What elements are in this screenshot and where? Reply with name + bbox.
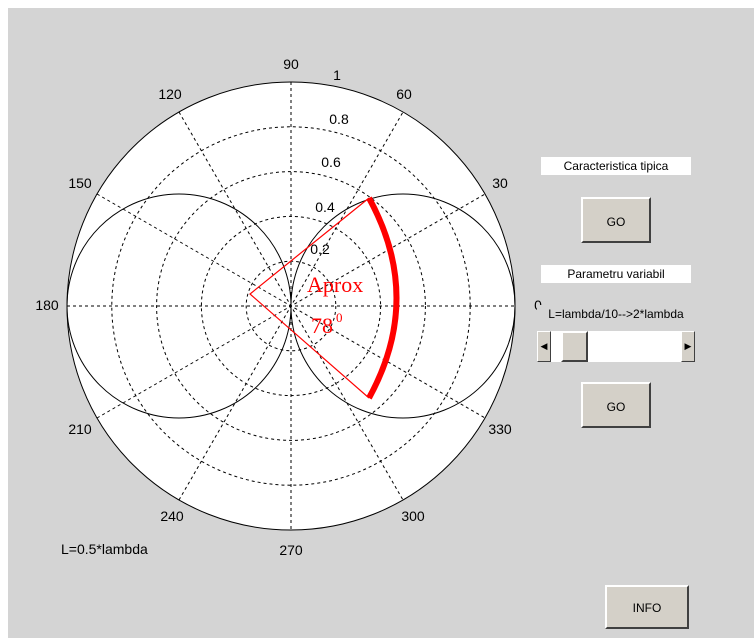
angle-label-330: 330 <box>488 421 512 437</box>
go-variable-button[interactable]: GO <box>581 382 651 428</box>
slider-left-arrow-icon[interactable]: ◀ <box>537 331 551 362</box>
variable-parameter-label: Parametru variabil <box>541 265 691 283</box>
info-button[interactable]: INFO <box>605 585 689 629</box>
angle-label-300: 300 <box>401 508 425 524</box>
radial-label-0.2: 0.2 <box>310 241 330 257</box>
radial-label-0.4: 0.4 <box>315 199 335 215</box>
slider-right-arrow-icon[interactable]: ▶ <box>681 331 695 362</box>
angle-label-90: 90 <box>283 56 299 72</box>
angle-label-120: 120 <box>158 86 182 102</box>
angle-label-210: 210 <box>68 421 92 437</box>
angle-label-270: 270 <box>279 542 303 558</box>
radiation-pattern <box>66 193 516 419</box>
parameter-slider[interactable]: ◀ ▶ <box>537 331 695 362</box>
typical-characteristic-label: Caracteristica tipica <box>541 157 691 175</box>
range-label: L=lambda/10-->2*lambda <box>537 305 695 323</box>
annotation-degree-sup: 0 <box>336 310 343 325</box>
beamwidth-lines <box>249 197 370 399</box>
grid-circle-0.6 <box>156 171 426 441</box>
angle-label-240: 240 <box>160 508 184 524</box>
angle-label-60: 60 <box>396 86 412 102</box>
slider-thumb[interactable] <box>561 331 589 362</box>
angle-label-30: 30 <box>492 175 508 191</box>
angle-label-150: 150 <box>68 175 92 191</box>
beamwidth-arc <box>366 196 400 400</box>
annotation-approx: Aprox <box>307 272 363 297</box>
length-status-text: L=0.5*lambda <box>61 541 148 557</box>
annotation-degrees: 78 <box>311 313 333 338</box>
go-typical-button[interactable]: GO <box>581 197 651 243</box>
radial-label-0.8: 0.8 <box>329 111 349 127</box>
pattern-lobe-right <box>290 193 516 419</box>
radial-label-1: 1 <box>333 67 341 83</box>
angle-label-180: 180 <box>35 297 59 313</box>
beamwidth-annotation <box>249 196 400 400</box>
radial-label-0.6: 0.6 <box>321 154 341 170</box>
